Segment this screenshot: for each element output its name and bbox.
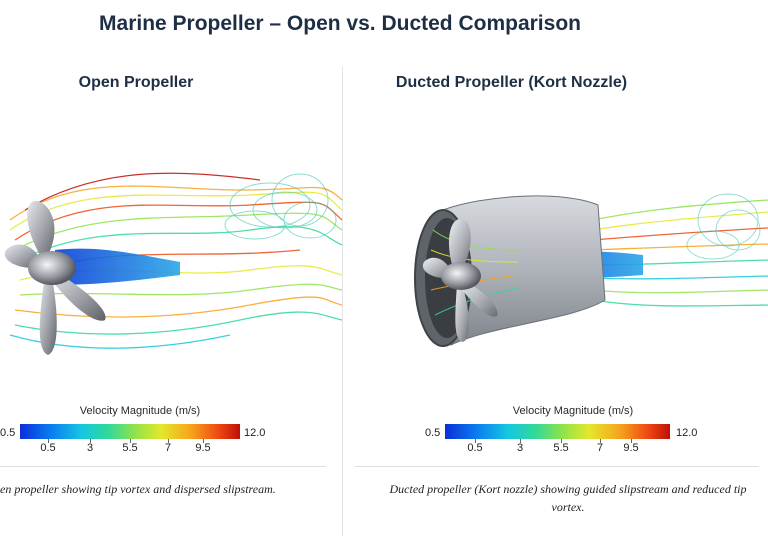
left-colorbar-tick-label: 3 [86,442,94,454]
right-colorbar-tick-label: 9.5 [623,442,639,454]
open-propeller-caption: en propeller showing tip vortex and disp… [0,482,276,496]
right-colorbar-tick-label: 7 [596,442,604,454]
left-colorbar-tick [130,439,131,443]
right-colorbar-tick [520,439,521,443]
left-colorbar-title: Velocity Magnitude (m/s) [79,405,201,417]
right-colorbar-max-label: 12.0 [676,427,698,439]
open-wake-vortex [224,173,337,240]
left-colorbar [20,424,240,443]
left-colorbar-tick-label: 5.5 [122,442,138,454]
right-colorbar-min-label: 0.5 [425,427,441,439]
left-colorbar-tick-label: 9.5 [195,442,211,454]
left-colorbar-tick [90,439,91,443]
ducted-wake-vortex [686,193,761,260]
open-slipstream-streamlines [9,172,342,349]
right-colorbar-title: Velocity Magnitude (m/s) [512,405,634,417]
open-jet-core [55,248,180,285]
left-colorbar-tick-label: 0.5 [40,442,56,454]
right-colorbar-tick [600,439,601,443]
right-colorbar-tick-label: 0.5 [467,442,483,454]
ducted-propeller-panel: Ducted Propeller (Kort Nozzle) [343,0,768,550]
right-colorbar-tick [561,439,562,443]
open-propeller-heading: Open Propeller [78,74,194,91]
left-colorbar-tick [48,439,49,443]
ducted-propeller-heading: Ducted Propeller (Kort Nozzle) [395,74,628,91]
right-caption-rule [355,466,759,467]
panel-divider [342,66,343,536]
ducted-propeller-visualization [414,193,768,347]
left-colorbar-max-label: 12.0 [244,427,266,439]
right-colorbar-tick-label: 5.5 [553,442,569,454]
ducted-propeller-hub [441,262,481,290]
right-colorbar [445,424,670,443]
open-propeller-hub [28,251,76,285]
ducted-propeller-caption: Ducted propeller (Kort nozzle) showing g… [389,482,747,514]
right-colorbar-tick-label: 3 [516,442,524,454]
left-colorbar-min-label: 0.5 [0,427,16,439]
open-propeller-visualization [4,172,342,355]
left-colorbar-tick [203,439,204,443]
right-colorbar-tick [631,439,632,443]
left-colorbar-tick [168,439,169,443]
left-colorbar-tick-label: 7 [164,442,172,454]
open-propeller-panel: Open Propeller [0,0,342,550]
right-colorbar-tick [475,439,476,443]
page-title: Marine Propeller – Open vs. Ducted Compa… [99,12,581,35]
left-caption-rule [0,466,326,467]
